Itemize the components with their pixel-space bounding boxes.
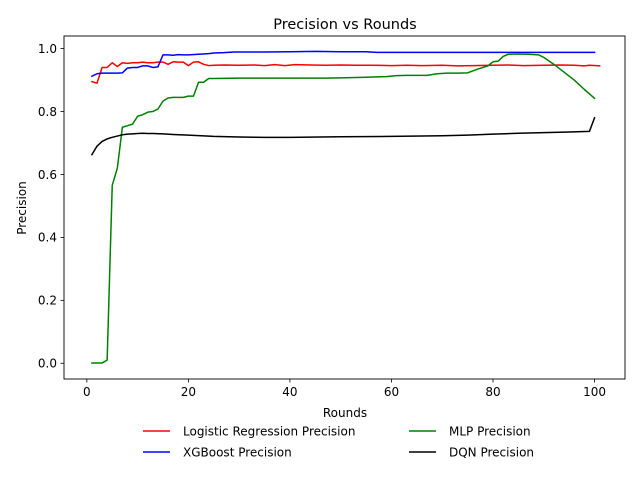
x-tick-label: 60 xyxy=(384,385,399,399)
y-tick-label: 1.0 xyxy=(38,42,57,56)
legend: Logistic Regression Precision XGBoost Pre… xyxy=(143,425,534,460)
series-line-1 xyxy=(90,61,601,84)
x-tick-label: 80 xyxy=(485,385,500,399)
y-tick-label: 0.4 xyxy=(38,231,57,245)
y-tick-label: 0.6 xyxy=(38,168,57,182)
y-axis-label: Precision xyxy=(15,181,29,235)
legend-label-4: DQN Precision xyxy=(449,446,534,460)
series-line-2 xyxy=(90,50,596,78)
series-line-3 xyxy=(91,53,596,364)
series-line-4 xyxy=(90,116,596,156)
chart-title: Precision vs Rounds xyxy=(273,17,417,33)
x-tick-label: 40 xyxy=(282,385,297,399)
ticks-layer: 0 20 40 60 80 100 0.0 0.2 0.4 0.6 0.8 1.0 xyxy=(38,42,606,399)
x-tick-label: 0 xyxy=(83,385,91,399)
legend-label-3: MLP Precision xyxy=(449,425,531,439)
x-tick-label: 20 xyxy=(181,385,196,399)
y-tick-label: 0.8 xyxy=(38,105,57,119)
series-layer xyxy=(90,50,601,364)
y-tick-label: 0.2 xyxy=(38,294,57,308)
legend-label-2: XGBoost Precision xyxy=(183,446,292,460)
x-axis-label: Rounds xyxy=(323,406,367,420)
plot-frame xyxy=(63,35,626,380)
y-tick-label: 0.0 xyxy=(38,357,57,371)
x-tick-label: 100 xyxy=(583,385,606,399)
legend-label-1: Logistic Regression Precision xyxy=(183,425,355,439)
